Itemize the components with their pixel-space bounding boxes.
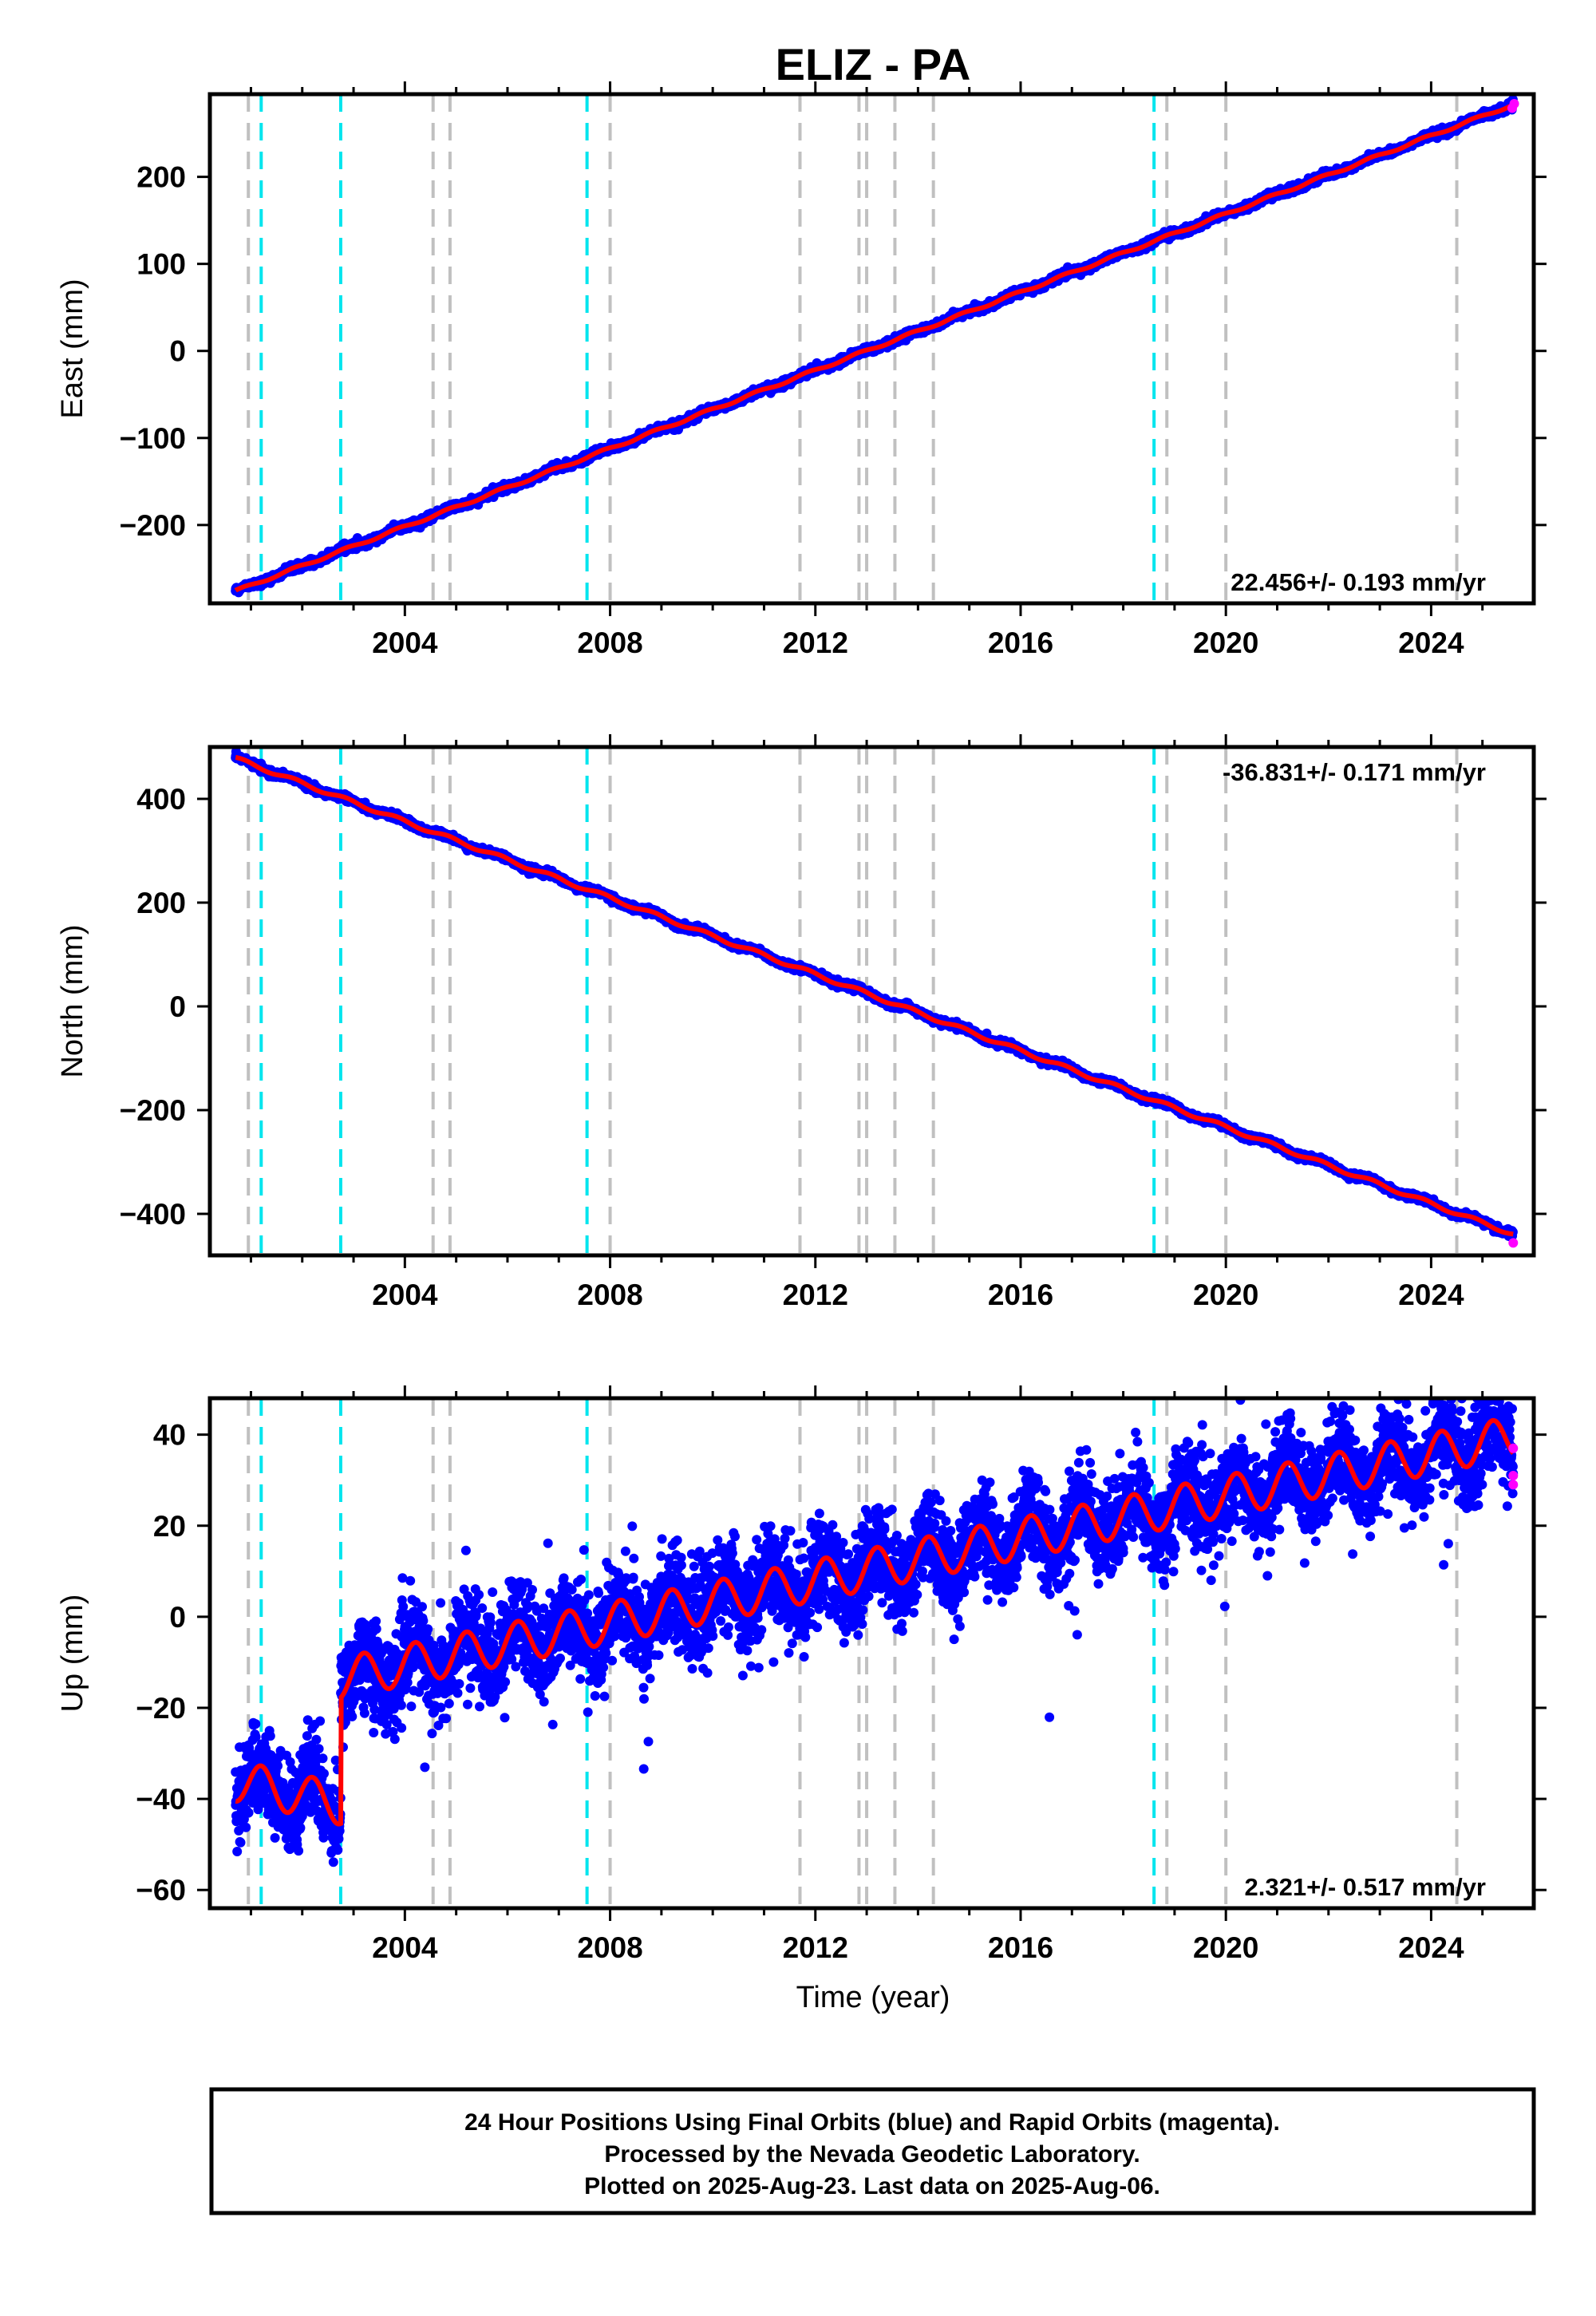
east-x-tick-label: 2008: [577, 626, 642, 659]
chart-title: ELIZ - PA: [776, 39, 971, 89]
north-panel: 2004 2008 2012 2016 2020 2024−400−2000200400N…: [56, 734, 1547, 1311]
east-model-fit-line: [234, 102, 1515, 593]
east-y-tick-label: −100: [120, 422, 186, 455]
east-x-tick-label: 2020: [1193, 626, 1258, 659]
east-rapid-orbit-point: [1509, 98, 1519, 109]
east-y-tick-label: 200: [136, 161, 186, 194]
east-y-axis-label: East (mm): [56, 279, 89, 418]
east-y-tick-label: 100: [136, 248, 186, 281]
east-x-tick-label: 2004: [372, 626, 438, 659]
north-event-lines: [247, 747, 1459, 1255]
east-rate-label: 22.456+/- 0.193 mm/yr: [1231, 568, 1486, 596]
east-y-tick-label: −200: [120, 509, 186, 542]
east-x-tick-label: 2024: [1398, 626, 1464, 659]
east-x-tick-label: 2016: [988, 626, 1053, 659]
east-x-tick-label: 2012: [783, 626, 848, 659]
east-panel: 2004 2008 2012 2016 2020 2024 −200 −100 0 100 200 E…: [56, 81, 1547, 659]
east-y-tick-label: 0: [169, 335, 186, 368]
